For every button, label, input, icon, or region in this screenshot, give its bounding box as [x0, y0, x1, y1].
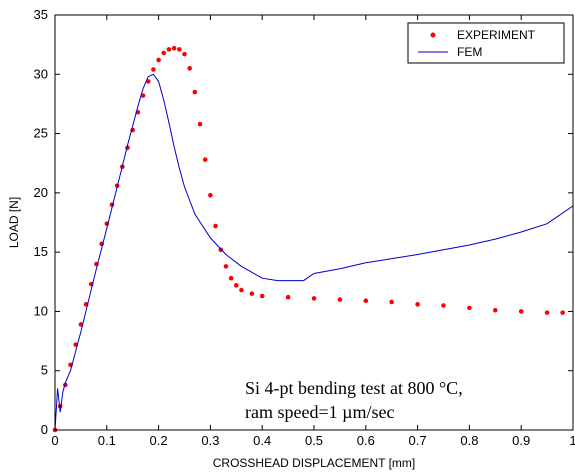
- axis-ticks: 0 0.1 0.2 0.3 0.4 0.5 0.6 0.7 0.8 0.9 105101520253…: [34, 7, 575, 448]
- data-point-experiment: [389, 299, 395, 305]
- x-tick-label: 0.9: [512, 433, 530, 448]
- y-axis-title: LOAD [N]: [7, 197, 21, 248]
- data-point-experiment: [213, 223, 218, 229]
- x-tick-label: 0.2: [150, 433, 168, 448]
- x-tick-label: 0.1: [98, 433, 116, 448]
- x-tick-label: 0.7: [409, 433, 427, 448]
- data-point-experiment: [166, 47, 172, 52]
- data-point-experiment: [249, 291, 255, 296]
- data-point-experiment: [202, 157, 208, 162]
- plot-frame: [54, 14, 574, 431]
- data-point-experiment: [161, 50, 167, 56]
- data-point-experiment: [151, 67, 156, 72]
- data-point-experiment: [544, 310, 550, 315]
- legend: EXPERIMENT FEM: [407, 22, 565, 64]
- data-point-experiment: [493, 307, 498, 313]
- data-point-experiment: [192, 89, 198, 95]
- y-tick-label: 25: [34, 126, 48, 141]
- data-point-experiment: [177, 47, 182, 52]
- data-point-experiment: [208, 192, 213, 198]
- x-tick-label: 0.5: [305, 433, 323, 448]
- data-point-experiment: [363, 298, 369, 304]
- x-tick-label: 0.4: [253, 433, 271, 448]
- y-tick-label: 10: [34, 303, 48, 318]
- data-point-experiment: [560, 310, 565, 315]
- data-point-experiment: [197, 121, 203, 127]
- data-point-experiment: [415, 302, 420, 307]
- data-point-experiment: [223, 264, 229, 269]
- data-point-experiment: [228, 275, 234, 281]
- legend-box: [407, 22, 565, 64]
- data-point-experiment: [171, 45, 177, 51]
- annotation-line-2: ram speed=1 µm/sec: [245, 402, 394, 422]
- data-point-experiment: [259, 293, 265, 299]
- data-point-experiment: [234, 283, 239, 288]
- data-point-experiment: [311, 296, 317, 301]
- data-point-experiment: [187, 66, 192, 71]
- legend-marker-experiment: [430, 32, 436, 38]
- data-point-experiment: [140, 93, 146, 98]
- legend-label-fem: FEM: [457, 45, 482, 59]
- data-point-experiment: [467, 305, 472, 311]
- data-point-experiment: [156, 57, 161, 63]
- y-tick-label: 20: [34, 185, 48, 200]
- y-tick-label: 5: [41, 363, 48, 378]
- annotation-line-1: Si 4-pt bending test at 800 °C,: [245, 378, 463, 398]
- plot-area: [52, 45, 574, 433]
- x-tick-label: 0.8: [460, 433, 478, 448]
- legend-label-experiment: EXPERIMENT: [457, 28, 536, 42]
- data-point-experiment: [441, 303, 446, 308]
- series-line-fem: [54, 73, 574, 431]
- x-tick-label: 0.6: [357, 433, 375, 448]
- data-point-experiment: [182, 51, 187, 57]
- y-tick-label: 15: [34, 244, 48, 259]
- x-tick-label: 0: [51, 433, 58, 448]
- x-tick-label: 1: [569, 433, 575, 448]
- data-point-experiment: [518, 309, 524, 314]
- y-tick-label: 35: [34, 7, 48, 22]
- y-tick-label: 0: [41, 422, 48, 437]
- data-point-experiment: [239, 287, 244, 293]
- x-axis-title: CROSSHEAD DISPLACEMENT [mm]: [213, 456, 415, 470]
- data-point-experiment: [285, 294, 291, 300]
- data-point-experiment: [337, 297, 343, 302]
- x-tick-label: 0.3: [201, 433, 219, 448]
- y-tick-label: 30: [34, 66, 48, 81]
